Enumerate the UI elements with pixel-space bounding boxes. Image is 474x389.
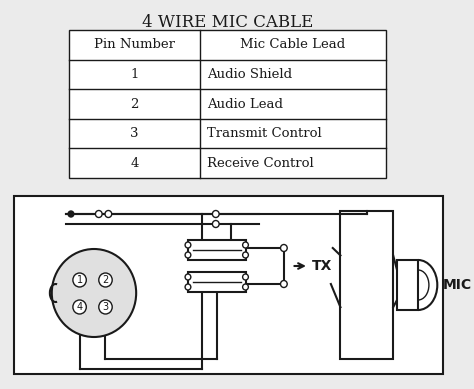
Bar: [188, 240, 246, 260]
Circle shape: [281, 245, 287, 252]
Text: 3: 3: [102, 302, 109, 312]
Circle shape: [243, 274, 248, 280]
Bar: [69, 30, 385, 178]
Circle shape: [185, 284, 191, 290]
Circle shape: [68, 211, 74, 217]
Text: 4: 4: [130, 157, 139, 170]
Circle shape: [212, 221, 219, 228]
Circle shape: [281, 280, 287, 287]
Circle shape: [243, 284, 248, 290]
Bar: [188, 272, 246, 292]
Text: Transmit Control: Transmit Control: [207, 127, 322, 140]
Circle shape: [185, 242, 191, 248]
Circle shape: [99, 273, 112, 287]
Text: 1: 1: [130, 68, 139, 81]
Circle shape: [185, 252, 191, 258]
Text: 3: 3: [130, 127, 139, 140]
Circle shape: [99, 300, 112, 314]
Circle shape: [95, 210, 102, 217]
Text: Audio Shield: Audio Shield: [207, 68, 292, 81]
Bar: [14, 196, 443, 374]
Text: 2: 2: [130, 98, 139, 110]
Circle shape: [105, 210, 112, 217]
Text: 2: 2: [102, 275, 109, 285]
Circle shape: [73, 273, 86, 287]
Text: Audio Lead: Audio Lead: [207, 98, 283, 110]
Text: 1: 1: [76, 275, 82, 285]
Bar: [397, 260, 418, 310]
Circle shape: [243, 252, 248, 258]
Text: Receive Control: Receive Control: [207, 157, 314, 170]
Text: Mic Cable Lead: Mic Cable Lead: [240, 38, 346, 51]
Circle shape: [73, 300, 86, 314]
Circle shape: [52, 249, 136, 337]
Text: 4 WIRE MIC CABLE: 4 WIRE MIC CABLE: [142, 14, 313, 31]
Text: MIC: MIC: [443, 278, 472, 292]
Text: TX: TX: [312, 259, 332, 273]
Circle shape: [185, 274, 191, 280]
Circle shape: [212, 210, 219, 217]
Bar: [340, 211, 393, 359]
Text: Pin Number: Pin Number: [94, 38, 175, 51]
Circle shape: [243, 242, 248, 248]
Text: 4: 4: [76, 302, 82, 312]
